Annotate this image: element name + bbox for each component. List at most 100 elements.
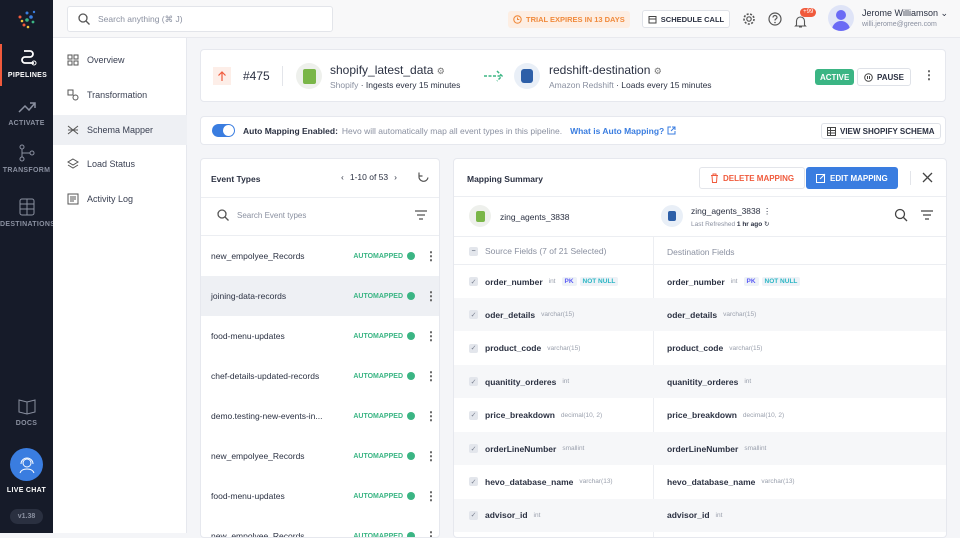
more-options-icon[interactable]: ⋮ (425, 409, 431, 423)
refresh-icon[interactable]: ↻ (764, 221, 769, 228)
trial-badge[interactable]: TRIAL EXPIRES IN 13 DAYS (508, 11, 630, 28)
sidebar-item-transform[interactable]: TRANSFORM (0, 143, 53, 174)
help-icon[interactable] (768, 12, 782, 26)
filter-icon[interactable] (415, 210, 427, 220)
live-chat-button[interactable] (10, 448, 43, 481)
more-options-icon[interactable]: ⋮ (425, 449, 431, 463)
filter-icon[interactable] (921, 210, 933, 220)
book-icon (17, 396, 37, 416)
event-type-name: chef-details-updated-records (211, 371, 353, 381)
pipelines-icon (18, 48, 38, 68)
pk-badge: PK (562, 277, 577, 286)
subnav-load-status[interactable]: Load Status (53, 149, 187, 179)
sidebar-item-docs[interactable]: DOCS (0, 396, 53, 427)
event-type-name: demo.testing-new-events-in... (211, 411, 353, 421)
more-options-icon[interactable]: ⋮ (763, 206, 772, 216)
source-name[interactable]: shopify_latest_data ⚙ (330, 63, 445, 77)
info-icon[interactable] (407, 292, 415, 300)
arrow-right-icon (483, 69, 505, 83)
event-type-row[interactable]: demo.testing-new-events-in...AUTOMAPPED⋮ (201, 396, 440, 436)
source-field-type: int (534, 512, 541, 519)
more-options-icon[interactable]: ⋮ (425, 489, 431, 503)
sidebar-item-pipelines[interactable]: PIPELINES (0, 44, 53, 86)
event-type-name: joining-data-records (211, 291, 353, 301)
event-type-name: new_empolyee_Records (211, 451, 353, 461)
more-options-icon[interactable]: ⋮ (923, 68, 929, 82)
info-icon[interactable] (407, 332, 415, 340)
destination-field-name: product_code (667, 343, 723, 353)
trash-icon (710, 173, 719, 183)
more-options-icon[interactable]: ⋮ (425, 289, 431, 303)
delete-mapping-button[interactable]: DELETE MAPPING (699, 167, 805, 189)
not-null-badge: NOT NULL (580, 277, 619, 286)
edit-mapping-button[interactable]: EDIT MAPPING (806, 167, 898, 189)
deselect-all-checkbox[interactable]: − (469, 247, 478, 256)
auto-mapping-toggle[interactable] (212, 124, 235, 137)
view-schema-button[interactable]: VIEW SHOPIFY SCHEMA (821, 123, 941, 139)
subnav-transformation[interactable]: Transformation (53, 80, 187, 110)
auto-mapping-bar: Auto Mapping Enabled: Hevo will automati… (200, 116, 946, 145)
subnav-overview[interactable]: Overview (53, 45, 187, 75)
settings-icon[interactable]: ⚙ (654, 66, 662, 76)
gear-icon[interactable] (742, 12, 756, 26)
field-checkbox[interactable]: ✓ (469, 377, 478, 386)
schedule-call-label: SCHEDULE CALL (661, 15, 724, 24)
settings-icon[interactable]: ⚙ (437, 66, 445, 76)
field-checkbox[interactable]: ✓ (469, 411, 478, 420)
refresh-icon[interactable] (417, 171, 430, 184)
field-checkbox[interactable]: ✓ (469, 310, 478, 319)
event-search-input[interactable]: Search Event types (217, 209, 427, 221)
more-options-icon[interactable]: ⋮ (425, 249, 431, 263)
clock-icon (513, 15, 522, 24)
info-icon[interactable] (407, 252, 415, 260)
chevron-right-icon[interactable]: › (394, 172, 397, 182)
field-checkbox[interactable]: ✓ (469, 344, 478, 353)
close-icon[interactable] (922, 172, 933, 183)
field-checkbox[interactable]: ✓ (469, 477, 478, 486)
destination-field-name: advisor_id (667, 510, 710, 520)
more-options-icon[interactable]: ⋮ (425, 529, 431, 538)
hevo-logo[interactable] (16, 8, 38, 35)
global-search[interactable]: Search anything (⌘ J) (67, 6, 333, 32)
delete-label: DELETE MAPPING (723, 174, 794, 183)
notifications-button[interactable]: +99 (794, 9, 814, 29)
pause-button[interactable]: PAUSE (857, 68, 911, 86)
destination-info: Amazon Redshift · Loads every 15 minutes (549, 80, 712, 90)
schedule-call-button[interactable]: SCHEDULE CALL (642, 10, 730, 28)
event-type-name: food-menu-updates (211, 491, 353, 501)
field-checkbox[interactable]: ✓ (469, 277, 478, 286)
info-icon[interactable] (407, 452, 415, 460)
sidebar-item-activate[interactable]: ACTIVATE (0, 96, 53, 127)
search-icon[interactable] (894, 208, 908, 222)
destination-field-name: quanitity_orderes (667, 377, 738, 387)
what-is-auto-mapping-link[interactable]: What is Auto Mapping? (570, 126, 664, 136)
info-icon[interactable] (407, 492, 415, 500)
dest-table-name[interactable]: zing_agents_3838 ⋮ (691, 206, 771, 217)
field-checkbox[interactable]: ✓ (469, 511, 478, 520)
field-checkbox[interactable]: ✓ (469, 444, 478, 453)
mapping-summary-panel: Mapping Summary DELETE MAPPING EDIT MAPP… (453, 158, 947, 538)
destination-field-name: oder_details (667, 310, 717, 320)
source-field-type: varchar(13) (579, 478, 612, 485)
info-icon[interactable] (407, 412, 415, 420)
sidebar-item-destinations[interactable]: DESTINATIONS (0, 197, 53, 228)
chevron-left-icon[interactable]: ‹ (341, 172, 344, 182)
subnav-schema-mapper[interactable]: Schema Mapper (53, 115, 187, 145)
external-link-icon[interactable] (667, 126, 676, 135)
subnav-activity-log[interactable]: Activity Log (53, 184, 187, 214)
info-icon[interactable] (407, 372, 415, 380)
destination-name[interactable]: redshift-destination ⚙ (549, 63, 662, 77)
user-menu[interactable]: Jerome Williamson ⌄ (862, 8, 948, 19)
destination-fields-label: Destination Fields (667, 247, 735, 257)
more-options-icon[interactable]: ⋮ (425, 369, 431, 383)
avatar[interactable] (828, 5, 854, 31)
more-options-icon[interactable]: ⋮ (425, 329, 431, 343)
